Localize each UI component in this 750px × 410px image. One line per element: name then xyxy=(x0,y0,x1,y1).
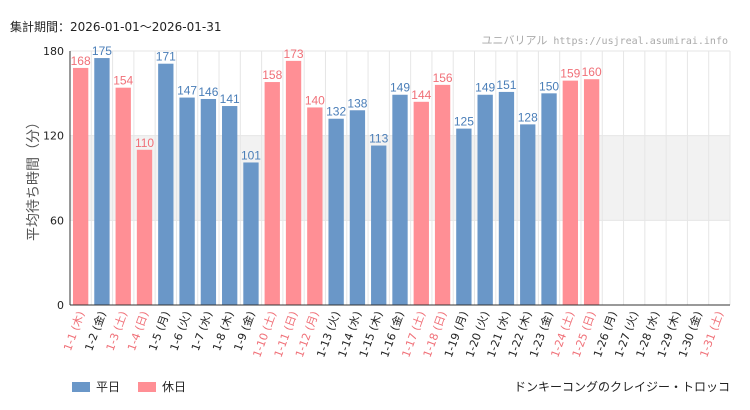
legend-swatch-holiday xyxy=(138,381,157,392)
legend: 平日 休日 xyxy=(72,378,186,395)
bar xyxy=(307,107,323,305)
bar xyxy=(562,80,578,305)
attraction-name: ドンキーコングのクレイジー・トロッコ xyxy=(513,380,730,394)
bar xyxy=(541,93,557,305)
bar xyxy=(285,60,302,305)
data-label: 140 xyxy=(305,93,325,107)
site-url: https://usjreal.asumirai.info xyxy=(553,36,728,47)
data-label: 110 xyxy=(135,136,154,150)
y-axis-title: 平均待ち時間（分） xyxy=(26,115,42,241)
y-tick-label: 0 xyxy=(57,299,64,312)
bar xyxy=(243,162,259,305)
bar xyxy=(94,58,110,305)
data-label: 146 xyxy=(198,85,218,99)
site-credit: ユニバリアル https://usjreal.asumirai.info xyxy=(482,32,729,48)
y-tick-label: 180 xyxy=(43,45,64,58)
data-label: 171 xyxy=(156,50,176,64)
data-label: 150 xyxy=(539,79,559,93)
data-label: 160 xyxy=(582,65,602,79)
bar xyxy=(222,106,238,306)
bar xyxy=(498,91,515,305)
data-label: 175 xyxy=(92,44,112,58)
legend-item-weekday[interactable]: 平日 xyxy=(72,378,120,395)
bar xyxy=(371,145,387,305)
period-label: 集計期間：2026-01-01～2026-01-31 xyxy=(10,20,222,34)
data-label: 144 xyxy=(411,88,431,102)
data-label: 128 xyxy=(518,110,538,124)
data-label: 154 xyxy=(113,74,133,88)
legend-label-holiday: 休日 xyxy=(162,380,187,394)
y-tick-label: 60 xyxy=(50,214,64,227)
data-label: 156 xyxy=(433,71,453,85)
data-label: 101 xyxy=(241,148,261,162)
data-label: 173 xyxy=(284,47,304,61)
bar xyxy=(158,63,174,306)
bar xyxy=(115,87,131,305)
data-label: 168 xyxy=(71,54,91,68)
y-tick-label: 120 xyxy=(43,130,64,143)
bar xyxy=(477,94,493,305)
bar xyxy=(136,149,153,305)
bar xyxy=(520,124,536,305)
bar xyxy=(413,101,429,305)
data-label: 132 xyxy=(326,105,346,119)
data-label: 149 xyxy=(390,81,410,95)
bar xyxy=(264,82,280,306)
data-label: 159 xyxy=(560,67,580,81)
data-label: 113 xyxy=(369,132,388,146)
bars-layer xyxy=(72,58,600,306)
data-label: 149 xyxy=(475,81,495,95)
bar xyxy=(434,84,451,305)
legend-label-weekday: 平日 xyxy=(96,380,121,394)
bar xyxy=(72,67,89,305)
bar xyxy=(456,128,472,305)
bar xyxy=(349,110,366,306)
bar xyxy=(200,98,217,305)
data-label: 151 xyxy=(496,78,516,92)
data-label: 141 xyxy=(220,92,240,106)
bar xyxy=(179,97,195,305)
bar xyxy=(392,94,408,305)
bar xyxy=(583,79,600,305)
bar xyxy=(328,118,344,305)
data-label: 147 xyxy=(177,84,197,98)
data-label: 125 xyxy=(454,115,474,129)
legend-swatch-weekday xyxy=(72,381,90,392)
legend-item-holiday[interactable]: 休日 xyxy=(138,378,186,395)
data-label: 138 xyxy=(347,96,367,110)
site-name: ユニバリアル xyxy=(481,34,548,47)
data-label: 158 xyxy=(262,68,282,82)
